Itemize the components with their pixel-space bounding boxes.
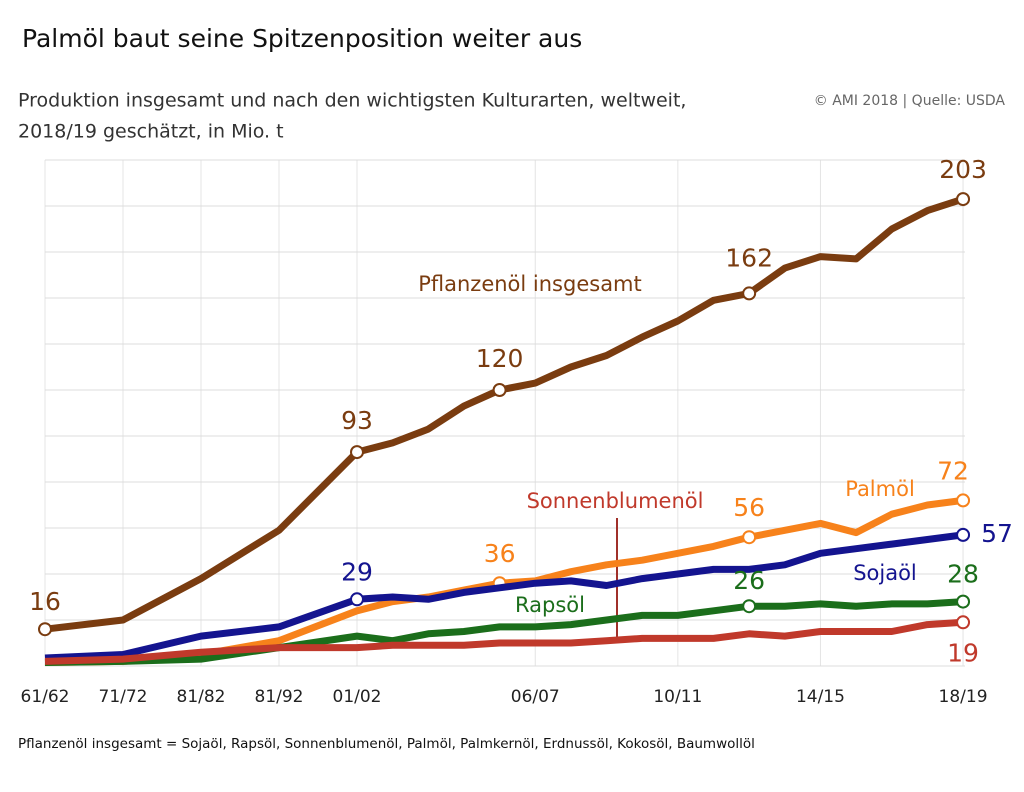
data-point [350,592,364,607]
data-label: 19 [947,638,979,667]
data-point [350,445,364,460]
series-line [44,618,964,665]
data-label: 26 [733,566,765,595]
data-point [742,599,757,614]
data-point [956,527,971,542]
source: © AMI 2018 | Quelle: USDA [814,93,1006,109]
series-line [44,496,964,666]
series-label: Sonnenblumenöl [527,489,704,513]
data-label: 16 [29,587,61,616]
footnote: Pflanzenöl insgesamt = Sojaöl, Rapsöl, S… [18,736,755,752]
data-label: 28 [947,560,979,589]
data-point [956,615,971,630]
data-point [956,493,971,508]
data-label: 203 [939,155,987,184]
data-label: 120 [476,344,524,373]
data-point [742,530,757,545]
x-tick-label: 14/15 [796,687,845,707]
data-label: 36 [484,539,516,568]
x-tick-label: 81/92 [255,687,304,707]
series-line [44,598,964,666]
data-label: 93 [341,406,373,435]
series-label: Rapsöl [515,593,585,617]
data-label: 162 [725,243,773,272]
series-label: Sojaöl [853,561,917,585]
data-point [742,286,757,301]
data-label: 57 [981,519,1013,548]
series-line [44,195,965,633]
data-label: 72 [937,456,969,485]
series-line [44,531,964,662]
chart-title: Palmöl baut seine Spitzenposition weiter… [22,24,582,53]
x-tick-label: 81/82 [177,687,226,707]
x-tick-label: 18/19 [939,687,988,707]
data-label: 56 [733,493,765,522]
data-label: 29 [341,557,373,586]
data-point [492,383,507,397]
x-tick-label: 10/11 [653,687,702,707]
subtitle: Produktion insgesamt und nach den wichti… [18,90,686,112]
data-point [38,622,52,637]
data-point [956,192,971,207]
series-label: Palmöl [845,477,915,501]
x-tick-label: 61/62 [21,687,70,707]
data-point [956,594,971,609]
x-tick-label: 01/02 [333,687,382,707]
x-tick-label: 06/07 [511,687,560,707]
series-label: Pflanzenöl insgesamt [418,272,642,296]
x-tick-label: 71/72 [99,687,148,707]
subtitle: 2018/19 geschätzt, in Mio. t [18,121,284,143]
